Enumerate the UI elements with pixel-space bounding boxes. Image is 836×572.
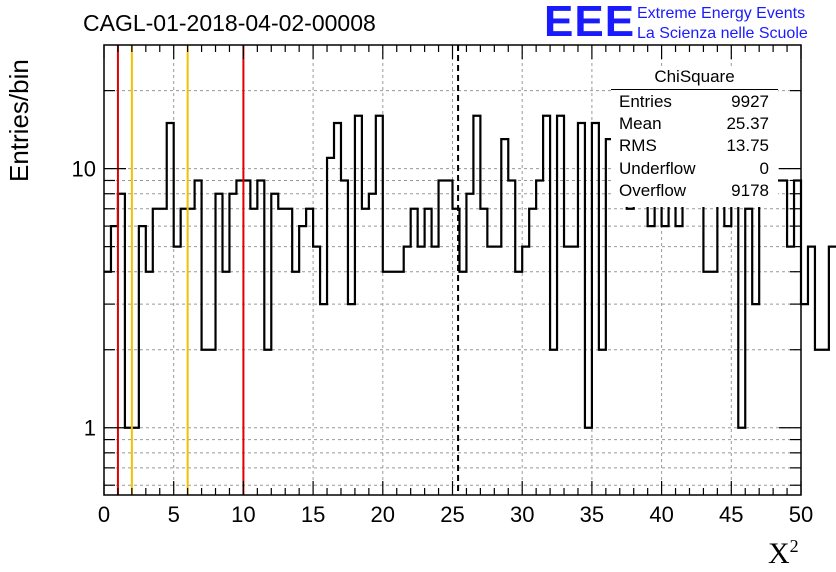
logo-line-2: La Scienza nelle Scuole xyxy=(637,25,808,42)
x-tick-label: 15 xyxy=(301,502,325,527)
stats-row-underflow: Underflow 0 xyxy=(619,159,769,181)
x-tick-label: 40 xyxy=(649,502,673,527)
chart-title: CAGL-01-2018-04-02-00008 xyxy=(83,10,376,36)
x-axis-label: X2 xyxy=(768,536,799,571)
x-tick-label: 10 xyxy=(231,502,255,527)
x-tick-label: 25 xyxy=(440,502,464,527)
y-tick-label: 1 xyxy=(84,416,96,441)
x-axis-label-superscript: 2 xyxy=(789,536,799,556)
histogram-line xyxy=(104,114,836,429)
stats-key: Overflow xyxy=(619,181,687,200)
stats-value: 9178 xyxy=(731,181,769,200)
stats-box: ChiSquare Entries 9927 Mean 25.37 RMS 13… xyxy=(611,67,778,207)
x-tick-label: 30 xyxy=(510,502,534,527)
stats-key: Underflow xyxy=(619,159,696,178)
y-axis-label-wrapper: Entries/bin xyxy=(4,44,40,184)
stats-value: 9927 xyxy=(731,92,769,111)
stats-title-underline xyxy=(611,89,778,90)
stats-row-entries: Entries 9927 xyxy=(619,92,769,114)
stats-title: ChiSquare xyxy=(654,67,735,86)
stats-value: 25.37 xyxy=(726,114,769,133)
stats-key: Mean xyxy=(619,114,662,133)
x-axis-label-text: X xyxy=(768,537,790,570)
stats-row-rms: RMS 13.75 xyxy=(619,136,769,158)
x-tick-label: 0 xyxy=(98,502,110,527)
x-tick-label: 45 xyxy=(719,502,743,527)
stats-row-overflow: Overflow 9178 xyxy=(619,181,769,203)
stats-row-mean: Mean 25.37 xyxy=(619,114,769,136)
eee-logo: EEE xyxy=(544,0,636,46)
y-tick-label: 10 xyxy=(72,157,96,182)
x-tick-label: 35 xyxy=(580,502,604,527)
stats-key: Entries xyxy=(619,92,672,111)
stats-value: 0 xyxy=(759,159,769,178)
stats-value: 13.75 xyxy=(726,136,769,155)
x-tick-label: 20 xyxy=(371,502,395,527)
logo-line-1: Extreme Energy Events xyxy=(637,5,806,22)
stats-key: RMS xyxy=(619,136,657,155)
y-axis-label: Entries/bin xyxy=(4,59,34,182)
x-tick-label: 50 xyxy=(789,502,813,527)
x-tick-label: 5 xyxy=(168,502,180,527)
